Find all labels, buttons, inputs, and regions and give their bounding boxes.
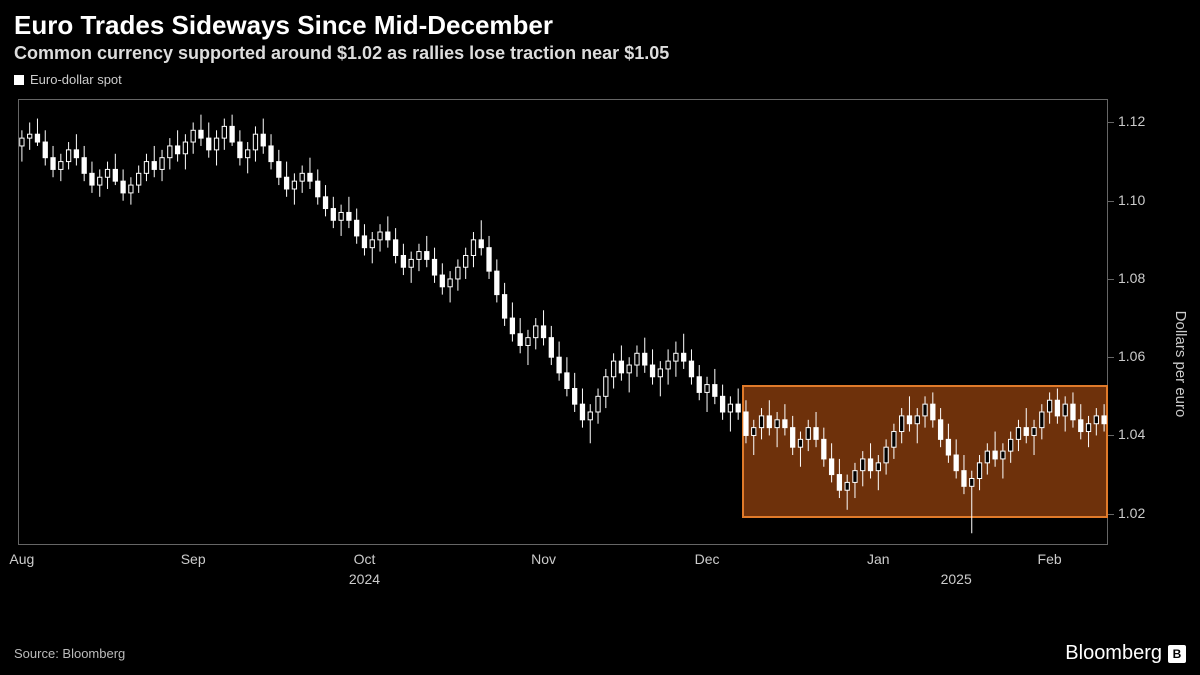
chart-title: Euro Trades Sideways Since Mid-December	[14, 10, 1186, 41]
chart-header: Euro Trades Sideways Since Mid-December …	[0, 0, 1200, 68]
brand-text: Bloomberg	[1065, 642, 1162, 665]
legend-swatch-icon	[14, 75, 24, 85]
chart-legend: Euro-dollar spot	[0, 68, 1200, 87]
chart-plot-area: 1.021.041.061.081.101.12Dollars per euro…	[14, 91, 1186, 636]
source-text: Source: Bloomberg	[14, 646, 125, 661]
brand-logo: Bloomberg B	[1065, 642, 1186, 665]
candlestick-svg	[14, 91, 1186, 591]
chart-subtitle: Common currency supported around $1.02 a…	[14, 43, 1186, 64]
brand-icon: B	[1168, 645, 1186, 663]
chart-footer: Source: Bloomberg Bloomberg B	[0, 636, 1200, 675]
legend-series-label: Euro-dollar spot	[30, 72, 122, 87]
